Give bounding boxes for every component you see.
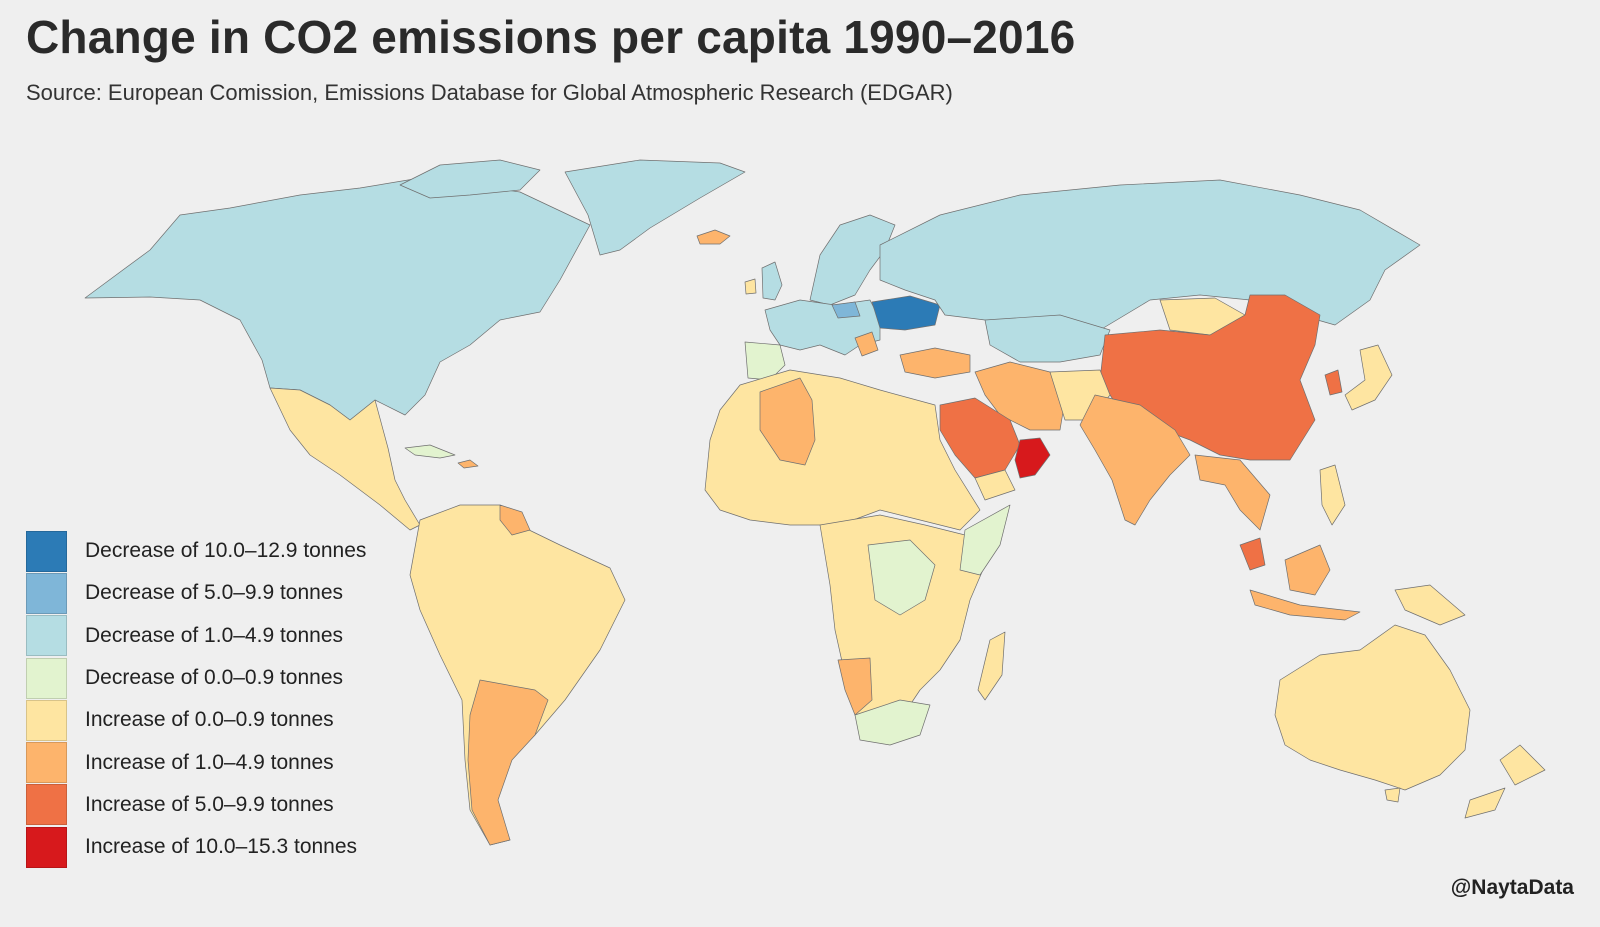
legend-swatch: [26, 572, 67, 614]
region-ukraine: [871, 295, 941, 331]
legend-label: Decrease of 5.0–9.9 tonnes: [85, 581, 344, 605]
region-new-zealand: [1499, 744, 1546, 786]
region-japan: [1344, 344, 1393, 411]
region-central-asia: [984, 314, 1111, 363]
legend-swatch: [26, 784, 67, 826]
region-new-guinea: [1394, 584, 1466, 626]
legend-label: Increase of 0.0–0.9 tonnes: [85, 708, 334, 732]
region-malaysia: [1239, 537, 1266, 571]
legend-swatch: [26, 530, 67, 572]
legend-item: Decrease of 10.0–12.9 tonnes: [26, 530, 426, 572]
region-iberia: [744, 341, 786, 381]
region-uk: [761, 261, 783, 301]
region-central-europe: [831, 301, 861, 319]
region-argentina: [467, 679, 549, 846]
legend-swatch: [26, 826, 67, 868]
legend-label: Increase of 10.0–15.3 tonnes: [85, 835, 358, 859]
region-horn-of-africa: [959, 504, 1011, 576]
region-east-africa: [867, 539, 936, 616]
region-india: [1079, 394, 1191, 526]
legend-label: Decrease of 0.0–0.9 tonnes: [85, 666, 344, 690]
region-south-america: [409, 504, 626, 846]
region-greenland: [564, 159, 746, 256]
region-yemen: [974, 469, 1016, 501]
region-oman: [1014, 437, 1051, 479]
region-madagascar: [977, 631, 1006, 701]
region-southeast-asia: [1194, 454, 1271, 531]
map-subtitle: Source: European Comission, Emissions Da…: [26, 80, 953, 105]
region-tasmania: [1384, 787, 1401, 803]
region-philippines: [1319, 464, 1346, 526]
region-new-zealand-south: [1464, 787, 1506, 819]
legend-swatch: [26, 657, 67, 699]
region-caribbean-east: [457, 459, 479, 469]
region-iceland: [696, 229, 731, 245]
legend-item: Increase of 10.0–15.3 tonnes: [26, 826, 426, 868]
legend-item: Increase of 0.0–0.9 tonnes: [26, 699, 426, 741]
region-turkey: [899, 347, 971, 379]
region-south-africa: [854, 699, 931, 746]
map-title: Change in CO2 emissions per capita 1990–…: [26, 11, 1076, 63]
legend-label: Increase of 5.0–9.9 tonnes: [85, 792, 334, 816]
legend-item: Decrease of 5.0–9.9 tonnes: [26, 572, 426, 614]
region-korea: [1324, 369, 1343, 396]
legend-label: Decrease of 10.0–12.9 tonnes: [85, 539, 367, 563]
region-balkans: [854, 331, 879, 357]
region-north-africa: [704, 369, 981, 531]
legend-label: Decrease of 1.0–4.9 tonnes: [85, 623, 344, 647]
legend-swatch: [26, 742, 67, 784]
region-iran: [974, 361, 1066, 431]
legend-label: Increase of 1.0–4.9 tonnes: [85, 750, 334, 774]
region-borneo: [1284, 544, 1331, 596]
region-scandinavia: [809, 214, 896, 306]
region-algeria: [759, 377, 816, 466]
legend-item: Increase of 5.0–9.9 tonnes: [26, 784, 426, 826]
legend-item: Decrease of 0.0–0.9 tonnes: [26, 657, 426, 699]
region-russia: [879, 179, 1421, 341]
world-map: [84, 159, 1546, 846]
map-legend: Decrease of 10.0–12.9 tonnes Decrease of …: [26, 530, 426, 868]
region-namibia: [837, 657, 873, 716]
region-north-america: [84, 177, 591, 421]
legend-item: Decrease of 1.0–4.9 tonnes: [26, 615, 426, 657]
region-indonesia: [1249, 589, 1361, 621]
region-ireland: [744, 278, 757, 295]
region-guyana: [499, 504, 531, 536]
region-caribbean: [404, 444, 456, 459]
legend-swatch: [26, 699, 67, 741]
region-australia: [1274, 624, 1471, 791]
legend-item: Increase of 1.0–4.9 tonnes: [26, 741, 426, 784]
credit-label: @NaytaData: [1450, 876, 1574, 899]
legend-swatch: [26, 615, 67, 657]
region-arctic-islands: [399, 159, 541, 199]
region-mexico-central-america: [269, 387, 421, 531]
